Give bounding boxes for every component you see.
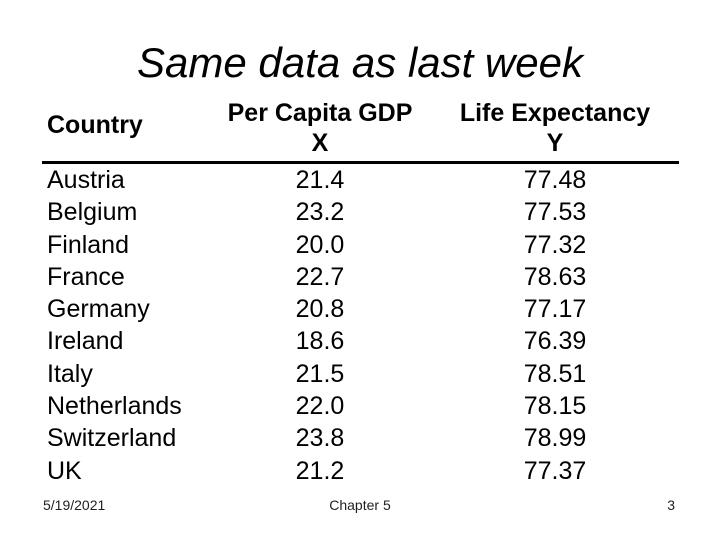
column-header-life-symbol: Y [546,129,564,157]
life-expectancy-cell: 78.15 [523,392,587,421]
life-expectancy-cell: 77.17 [523,295,587,324]
country-cell: Netherlands [47,392,182,421]
gdp-cell: 20.8 [295,295,345,324]
table-row: Belgium 23.2 77.53 [0,196,720,228]
column-header-gdp-title: Per Capita GDP [227,99,413,127]
country-cell: Switzerland [47,424,177,453]
gdp-cell: 23.8 [295,424,345,453]
country-cell: France [47,262,125,291]
table-row: France 22.7 78.63 [0,261,720,293]
column-header-life-expectancy: Life Expectancy Y [440,98,670,158]
gdp-cell: 22.7 [295,262,345,291]
table-row: UK 21.2 77.37 [0,455,720,487]
table-header-rule [42,161,679,164]
table-row: Finland 20.0 77.32 [0,229,720,261]
life-expectancy-cell: 77.37 [523,456,587,485]
gdp-cell: 22.0 [295,392,345,421]
gdp-cell: 18.6 [295,327,345,356]
slide-title: Same data as last week [137,39,583,86]
table-row: Germany 20.8 77.17 [0,293,720,325]
table-row: Ireland 18.6 76.39 [0,325,720,357]
country-data-table: Austria 21.4 77.48 Belgium 23.2 77.53 Fi… [0,164,720,487]
gdp-cell: 21.4 [295,166,345,194]
footer-chapter-label: Chapter 5 [329,497,391,513]
life-expectancy-cell: 76.39 [523,327,587,356]
table-row: Netherlands 22.0 78.15 [0,390,720,422]
column-header-life-title: Life Expectancy [459,99,651,127]
footer-date: 5/19/2021 [43,497,106,513]
gdp-cell: 23.2 [295,198,345,227]
table-row: Switzerland 23.8 78.99 [0,422,720,454]
country-cell: Austria [47,166,125,194]
column-header-gdp: Per Capita GDP X [210,98,430,158]
country-cell: Ireland [47,327,124,356]
column-header-gdp-symbol: X [311,129,329,157]
life-expectancy-cell: 78.51 [523,359,587,388]
country-cell: UK [47,456,82,485]
country-cell: Germany [47,295,150,324]
footer-page-number: 3 [667,497,675,513]
gdp-cell: 21.2 [295,456,345,485]
life-expectancy-cell: 77.48 [523,166,587,194]
table-row: Italy 21.5 78.51 [0,358,720,390]
country-cell: Italy [47,359,93,388]
column-header-country: Country [47,111,143,139]
gdp-cell: 21.5 [295,359,345,388]
country-cell: Belgium [47,198,138,227]
table-row: Austria 21.4 77.48 [0,164,720,196]
life-expectancy-cell: 78.63 [523,262,587,291]
gdp-cell: 20.0 [295,230,345,259]
life-expectancy-cell: 77.32 [523,230,587,259]
country-cell: Finland [47,230,129,259]
life-expectancy-cell: 78.99 [523,424,587,453]
life-expectancy-cell: 77.53 [523,198,587,227]
